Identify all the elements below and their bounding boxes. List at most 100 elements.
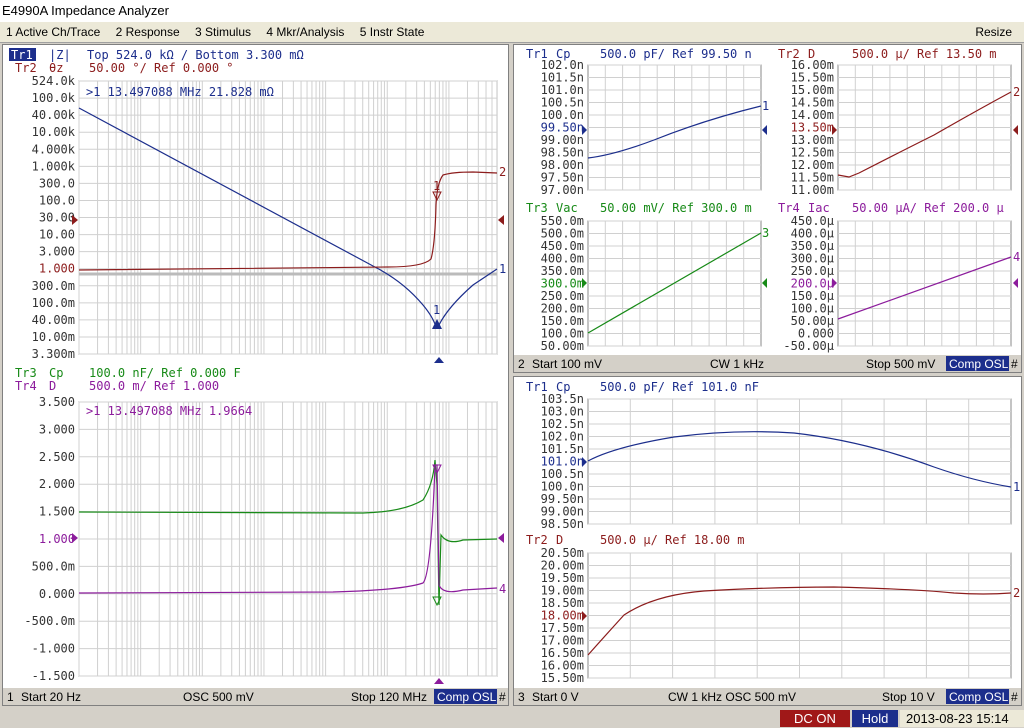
ch2-tr4-scale[interactable]: 50.00 μA/ Ref 200.0 μ (852, 201, 1004, 215)
ch3-tr2-trace (587, 586, 1012, 656)
ch2-tr2-right-ref-icon (1013, 125, 1018, 135)
ch1-top-tick-label: 40.00m (32, 313, 75, 327)
tr1-active-box[interactable] (9, 48, 36, 61)
ch3-status-stop[interactable]: Stop 10 V (882, 690, 935, 704)
ch1-top-tick-label: 300.0m (32, 279, 75, 293)
ch2-tr1-tick-label: 102.0n (541, 58, 584, 72)
ch3-tr1-param[interactable]: Cp (556, 380, 570, 394)
menu-response[interactable]: 2 Response (115, 25, 180, 39)
ch1-tr2-trace-end-label: 2 (499, 165, 506, 179)
ch1-tr4-scale[interactable]: 500.0 m/ Ref 1.000 (89, 379, 219, 393)
ch1-tr1-param[interactable]: |Z| (49, 48, 71, 62)
channel-1-window[interactable]: Tr1 |Z| Top 524.0 kΩ / Bottom 3.300 mΩ T… (2, 44, 509, 706)
ch2-tr3-tick-label: 450.0m (541, 239, 584, 253)
ch3-tr2-param[interactable]: D (556, 533, 563, 547)
ch3-tr1-graph[interactable]: Tr1 Cp 500.0 pF/ Ref 101.0 nF 103.5n103.… (526, 380, 1020, 531)
ch1-status-start[interactable]: Start 20 Hz (21, 690, 81, 704)
ch1-bottom-tick-label: 500.0m (32, 559, 75, 573)
ch2-tr4-tick-label: 250.0μ (791, 264, 834, 278)
ch3-status-cal[interactable]: Comp OSL (949, 690, 1009, 704)
ch2-tr1-param[interactable]: Cp (556, 47, 570, 61)
ch2-status-cw[interactable]: CW 1 kHz (710, 357, 764, 371)
ch2-tr4-param[interactable]: Iac (808, 201, 830, 215)
ch1-tr4-param[interactable]: D (49, 379, 56, 393)
ch2-tr2-tick-label: 13.50m (791, 121, 834, 135)
ch1-status-cal[interactable]: Comp OSL (437, 690, 497, 704)
ch2-tr2-scale[interactable]: 500.0 μ/ Ref 13.50 m (852, 47, 997, 61)
ch3-tr1-scale[interactable]: 500.0 pF/ Ref 101.0 nF (600, 380, 759, 394)
ch1-tr4-name[interactable]: Tr4 (15, 379, 37, 393)
ch1-bottom-tick-label: 3.500 (39, 395, 75, 409)
channel-2-window[interactable]: Tr1 Cp 500.0 pF/ Ref 99.50 n 102.0n 101.5… (513, 44, 1022, 373)
hold-indicator[interactable]: Hold (852, 710, 898, 727)
ch2-tr2-name[interactable]: Tr2 (778, 47, 800, 61)
ch1-tr2-marker-label: 1 (433, 179, 440, 193)
ch2-tr2-graph[interactable]: Tr2 D 500.0 μ/ Ref 13.50 m 16.00m15.50m1… (778, 47, 1020, 197)
ch1-tr1-scale[interactable]: Top 524.0 kΩ / Bottom 3.300 mΩ (87, 48, 304, 62)
ch1-bottom-tick-label: 2.000 (39, 477, 75, 491)
ch3-tr1-tick-label: 99.00n (541, 505, 584, 519)
ch1-top-graph[interactable]: 524.0k 100.0k 40.00k 10.00k 4.000k 1.000k 300.… (32, 74, 507, 363)
channel-1-display: Tr1 |Z| Top 524.0 kΩ / Bottom 3.300 mΩ T… (3, 48, 508, 705)
ch1-status-osc[interactable]: OSC 500 mV (183, 690, 254, 704)
ch2-tr1-name[interactable]: Tr1 (526, 47, 548, 61)
ch2-tr4-name[interactable]: Tr4 (778, 201, 800, 215)
ch2-tr3-param[interactable]: Vac (556, 201, 578, 215)
menu-active-ch-trace[interactable]: 1 Active Ch/Trace (6, 25, 101, 39)
window-title: E4990A Impedance Analyzer (0, 0, 1024, 22)
ch1-tr3-marker-icon[interactable] (432, 596, 442, 607)
ch1-tr1-name[interactable]: Tr1 (11, 48, 33, 62)
ch2-tr2-tick-label: 15.50m (791, 71, 834, 85)
ch1-tr2-scale[interactable]: 50.00 °/ Ref 0.000 ° (89, 61, 234, 75)
ch2-tr1-trace (587, 105, 762, 159)
menu-instr-state[interactable]: 5 Instr State (359, 25, 425, 39)
ch3-tr2-scale[interactable]: 500.0 μ/ Ref 18.00 m (600, 533, 745, 547)
ch1-top-tick-label: 10.00k (32, 125, 76, 139)
ch1-status-stop[interactable]: Stop 120 MHz (351, 690, 427, 704)
ch2-tr1-end-label: 1 (762, 99, 769, 113)
ch2-tr2-param[interactable]: D (808, 47, 815, 61)
ch1-tr3-scale[interactable]: 100.0 nF/ Ref 0.000 F (89, 366, 241, 380)
ch1-tr3-trace (78, 459, 498, 606)
ch1-tr1-marker-icon[interactable] (432, 319, 442, 329)
ch3-status-start[interactable]: Start 0 V (532, 690, 579, 704)
ch3-status-cw-osc[interactable]: CW 1 kHz OSC 500 mV (668, 690, 796, 704)
ch2-status-start[interactable]: Start 100 mV (532, 357, 602, 371)
ch2-tr3-graph[interactable]: Tr3 Vac 50.00 mV/ Ref 300.0 m 550.0m500.… (526, 201, 769, 353)
ch3-tr1-tick-label: 98.50n (541, 517, 584, 531)
ch2-tr4-tick-label: 350.0μ (791, 239, 834, 253)
ch1-tr2-name[interactable]: Tr2 (15, 61, 37, 75)
ch1-tr3-param[interactable]: Cp (49, 366, 63, 380)
ch3-tr2-tick-label: 17.50m (541, 621, 584, 635)
menu-mkr-analysis[interactable]: 4 Mkr/Analysis (266, 25, 345, 39)
ch2-tr3-trace (587, 232, 762, 334)
ch3-tr2-tick-label: 18.00m (541, 609, 584, 623)
ch1-tr2-param[interactable]: θz (49, 61, 63, 75)
ch3-tr2-name[interactable]: Tr2 (526, 533, 548, 547)
ch1-bottom-right-ref-icon (498, 533, 504, 543)
ch2-tr1-graph[interactable]: Tr1 Cp 500.0 pF/ Ref 99.50 n 102.0n101.5… (526, 47, 769, 197)
ch1-bottom-graph[interactable]: 3.500 3.000 2.500 2.000 1.500 1.000 500.0m 0.00… (24, 395, 506, 684)
ch2-status-cal[interactable]: Comp OSL (949, 357, 1009, 371)
ch3-tr2-tick-label: 15.50m (541, 671, 584, 685)
ch2-tr4-graph[interactable]: Tr4 Iac 50.00 μA/ Ref 200.0 μ 450.0μ400.… (778, 201, 1020, 353)
channel-3-window[interactable]: Tr1 Cp 500.0 pF/ Ref 101.0 nF 103.5n 103.… (513, 376, 1022, 706)
ch3-tr1-tick-label: 101.5n (541, 442, 584, 456)
ch2-tr3-name[interactable]: Tr3 (526, 201, 548, 215)
ch1-top-tick-label: 3.000 (39, 245, 75, 259)
ch3-tr1-name[interactable]: Tr1 (526, 380, 548, 394)
ch2-status-bar: 2 Start 100 mV CW 1 kHz Stop 500 mV Comp… (514, 355, 1021, 372)
ch2-status-stop[interactable]: Stop 500 mV (866, 357, 935, 371)
ch1-tr3-name[interactable]: Tr3 (15, 366, 37, 380)
ch1-top-right-ref-icon (498, 215, 504, 225)
ch3-tr2-graph[interactable]: Tr2 D 500.0 μ/ Ref 18.00 m 20.50m20.00m1… (526, 533, 1020, 685)
ch1-bottom-tick-label: 1.000 (39, 532, 75, 546)
resize-button[interactable]: Resize (975, 25, 1012, 39)
ch1-tr2-marker-icon[interactable] (432, 191, 442, 202)
ch2-tr1-scale[interactable]: 500.0 pF/ Ref 99.50 n (600, 47, 752, 61)
dc-on-indicator[interactable]: DC ON (780, 710, 850, 727)
ch2-tr3-scale[interactable]: 50.00 mV/ Ref 300.0 m (600, 201, 752, 215)
menu-stimulus[interactable]: 3 Stimulus (195, 25, 252, 39)
ch1-cal-badge (434, 689, 497, 704)
ch1-tr4-marker-icon[interactable] (432, 464, 442, 475)
